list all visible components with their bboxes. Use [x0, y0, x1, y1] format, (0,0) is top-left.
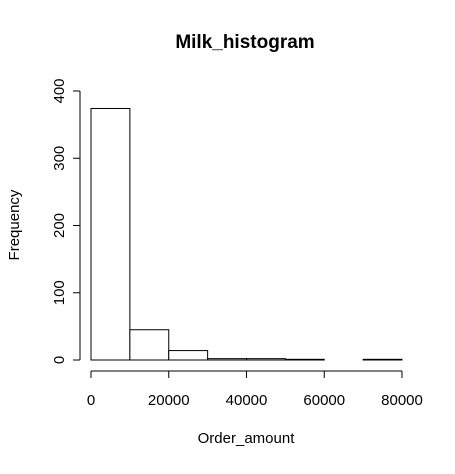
histogram-bar-5: [284, 358, 325, 361]
histogram-bar-7: [362, 358, 403, 361]
y-tick-label: 100: [51, 280, 68, 305]
y-axis: 0 100 200 300 400: [51, 78, 81, 364]
histogram-bar-2: [168, 350, 209, 361]
y-tick-label: 300: [51, 146, 68, 171]
x-tick-label: 60000: [303, 392, 345, 409]
histogram-bar-3: [207, 358, 247, 361]
histogram-bar-4: [246, 358, 286, 361]
x-tick-label: 40000: [226, 392, 268, 409]
histogram-bar-0: [90, 107, 131, 361]
x-tick-label: 20000: [148, 392, 190, 409]
x-axis: 0 20000 40000 60000 80000: [87, 370, 423, 409]
histogram-bars: [90, 107, 403, 361]
y-tick-label: 400: [51, 78, 68, 103]
histogram-bar-1: [129, 329, 170, 361]
x-tick-label: 80000: [381, 392, 423, 409]
x-tick-label: 0: [87, 392, 95, 409]
y-tick-label: 200: [51, 213, 68, 238]
y-axis-label: Frequency: [6, 189, 23, 260]
y-tick-label: 0: [51, 356, 68, 364]
x-axis-label: Order_amount: [198, 430, 296, 447]
chart-title: Milk_histogram: [175, 32, 314, 53]
